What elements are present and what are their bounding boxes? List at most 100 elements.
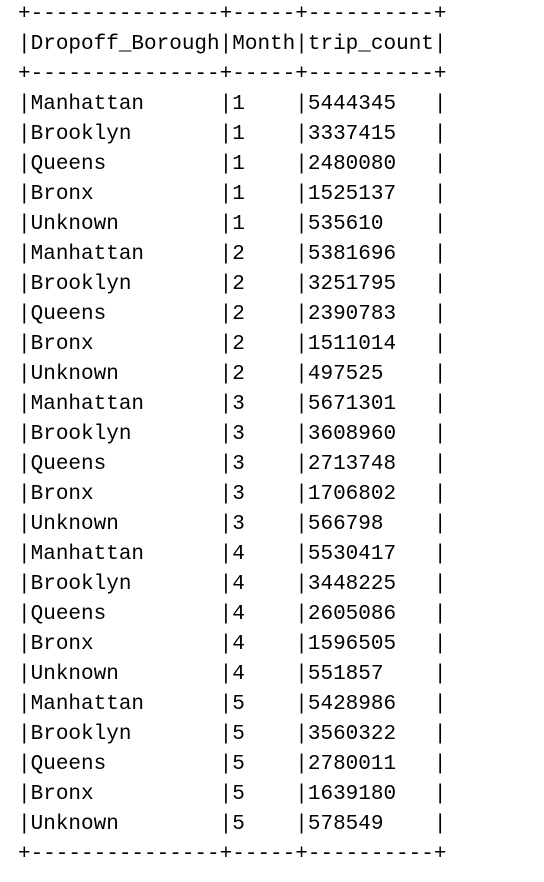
table-cell: Manhattan bbox=[30, 93, 220, 116]
table-row: |Unknown |3 |566798 | bbox=[18, 513, 447, 536]
table-cell: 497525 bbox=[307, 363, 434, 386]
table-cell: 2480080 bbox=[307, 153, 434, 176]
table-cell: 5381696 bbox=[307, 243, 434, 266]
table-cell: Brooklyn bbox=[30, 573, 220, 596]
table-row: |Manhattan |3 |5671301 | bbox=[18, 393, 447, 416]
table-cell: 1639180 bbox=[307, 783, 434, 806]
table-cell: 5 bbox=[232, 753, 296, 776]
table-cell: 1596505 bbox=[307, 633, 434, 656]
table-cell: Queens bbox=[30, 753, 220, 776]
table-cell: 5428986 bbox=[307, 693, 434, 716]
table-cell: 1 bbox=[232, 153, 296, 176]
table-cell: 4 bbox=[232, 663, 296, 686]
table-cell: Unknown bbox=[30, 663, 220, 686]
table-cell: Unknown bbox=[30, 213, 220, 236]
table-cell: 3 bbox=[232, 483, 296, 506]
header-cell: Dropoff_Borough bbox=[30, 33, 220, 56]
table-border-top: +---------------+-----+----------+ bbox=[18, 3, 447, 26]
table-border-bottom: +---------------+-----+----------+ bbox=[18, 843, 447, 866]
table-cell: 3 bbox=[232, 453, 296, 476]
table-cell: 3448225 bbox=[307, 573, 434, 596]
table-row: |Queens |5 |2780011 | bbox=[18, 753, 447, 776]
table-row: |Manhattan |2 |5381696 | bbox=[18, 243, 447, 266]
table-row: |Bronx |1 |1525137 | bbox=[18, 183, 447, 206]
table-cell: Unknown bbox=[30, 363, 220, 386]
table-cell: Manhattan bbox=[30, 393, 220, 416]
table-cell: 2 bbox=[232, 333, 296, 356]
table-row: |Manhattan |1 |5444345 | bbox=[18, 93, 447, 116]
table-cell: 1 bbox=[232, 183, 296, 206]
table-cell: 5 bbox=[232, 693, 296, 716]
table-cell: 4 bbox=[232, 633, 296, 656]
table-row: |Bronx |2 |1511014 | bbox=[18, 333, 447, 356]
table-cell: 5 bbox=[232, 783, 296, 806]
table-cell: 5 bbox=[232, 813, 296, 836]
table-row: |Unknown |2 |497525 | bbox=[18, 363, 447, 386]
table-cell: Bronx bbox=[30, 633, 220, 656]
table-cell: 2 bbox=[232, 243, 296, 266]
table-row: |Bronx |5 |1639180 | bbox=[18, 783, 447, 806]
table-cell: Bronx bbox=[30, 783, 220, 806]
table-cell: 5671301 bbox=[307, 393, 434, 416]
header-cell: Month bbox=[232, 33, 296, 56]
table-cell: 3 bbox=[232, 393, 296, 416]
table-row: |Brooklyn |4 |3448225 | bbox=[18, 573, 447, 596]
table-cell: 2390783 bbox=[307, 303, 434, 326]
table-cell: Brooklyn bbox=[30, 123, 220, 146]
table-cell: Brooklyn bbox=[30, 423, 220, 446]
table-cell: 5530417 bbox=[307, 543, 434, 566]
table-cell: 2780011 bbox=[307, 753, 434, 776]
table-cell: Manhattan bbox=[30, 543, 220, 566]
result-table: +---------------+-----+----------+ |Dropo… bbox=[18, 0, 447, 870]
table-cell: Queens bbox=[30, 603, 220, 626]
table-row: |Unknown |5 |578549 | bbox=[18, 813, 447, 836]
table-cell: 2 bbox=[232, 273, 296, 296]
table-row: |Queens |3 |2713748 | bbox=[18, 453, 447, 476]
table-cell: 3560322 bbox=[307, 723, 434, 746]
table-row: |Brooklyn |5 |3560322 | bbox=[18, 723, 447, 746]
table-cell: 3 bbox=[232, 513, 296, 536]
table-cell: 5444345 bbox=[307, 93, 434, 116]
table-row: |Brooklyn |3 |3608960 | bbox=[18, 423, 447, 446]
table-cell: Manhattan bbox=[30, 693, 220, 716]
table-row: |Queens |1 |2480080 | bbox=[18, 153, 447, 176]
table-row: |Bronx |4 |1596505 | bbox=[18, 633, 447, 656]
header-cell: trip_count bbox=[307, 33, 434, 56]
table-cell: 1525137 bbox=[307, 183, 434, 206]
table-cell: 2605086 bbox=[307, 603, 434, 626]
table-row: |Brooklyn |1 |3337415 | bbox=[18, 123, 447, 146]
table-cell: 2713748 bbox=[307, 453, 434, 476]
table-row: |Queens |2 |2390783 | bbox=[18, 303, 447, 326]
table-row: |Bronx |3 |1706802 | bbox=[18, 483, 447, 506]
table-cell: 5 bbox=[232, 723, 296, 746]
table-row: |Unknown |1 |535610 | bbox=[18, 213, 447, 236]
table-cell: 3251795 bbox=[307, 273, 434, 296]
table-cell: Queens bbox=[30, 153, 220, 176]
table-cell: 3608960 bbox=[307, 423, 434, 446]
table-cell: 3337415 bbox=[307, 123, 434, 146]
table-cell: 2 bbox=[232, 303, 296, 326]
table-row: |Queens |4 |2605086 | bbox=[18, 603, 447, 626]
table-border-header: +---------------+-----+----------+ bbox=[18, 63, 447, 86]
table-cell: 566798 bbox=[307, 513, 434, 536]
table-row: |Manhattan |5 |5428986 | bbox=[18, 693, 447, 716]
table-cell: Bronx bbox=[30, 483, 220, 506]
table-cell: Unknown bbox=[30, 513, 220, 536]
table-cell: Manhattan bbox=[30, 243, 220, 266]
table-cell: Unknown bbox=[30, 813, 220, 836]
table-cell: 578549 bbox=[307, 813, 434, 836]
table-cell: 4 bbox=[232, 603, 296, 626]
table-cell: Queens bbox=[30, 453, 220, 476]
header-row: |Dropoff_Borough|Month|trip_count| bbox=[18, 33, 447, 56]
table-cell: 551857 bbox=[307, 663, 434, 686]
table-cell: 3 bbox=[232, 423, 296, 446]
table-cell: Bronx bbox=[30, 333, 220, 356]
table-cell: 2 bbox=[232, 363, 296, 386]
table-cell: 4 bbox=[232, 573, 296, 596]
table-row: |Brooklyn |2 |3251795 | bbox=[18, 273, 447, 296]
table-row: |Unknown |4 |551857 | bbox=[18, 663, 447, 686]
table-cell: 1706802 bbox=[307, 483, 434, 506]
table-cell: 1 bbox=[232, 213, 296, 236]
table-row: |Manhattan |4 |5530417 | bbox=[18, 543, 447, 566]
table-cell: 1511014 bbox=[307, 333, 434, 356]
